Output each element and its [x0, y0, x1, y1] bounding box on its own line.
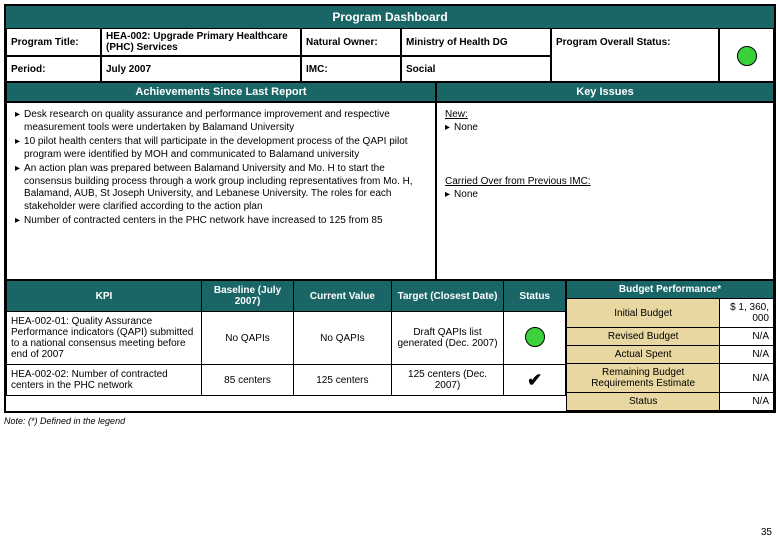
issues-content: New: ▸None Carried Over from Previous IM… [436, 102, 774, 280]
kpi-col-header: Status [504, 281, 566, 312]
achievement-item: ▸An action plan was prepared between Bal… [15, 163, 427, 213]
kpi-baseline: No QAPIs [201, 312, 293, 365]
budget-value: N/A [720, 364, 774, 393]
kpi-table: KPIBaseline (July 2007)Current ValueTarg… [6, 280, 566, 396]
period-value: July 2007 [101, 56, 301, 82]
kpi-col-header: Current Value [294, 281, 391, 312]
arrow-icon: ▸ [15, 163, 20, 213]
kpi-col-header: KPI [7, 281, 202, 312]
kpi-baseline: 85 centers [201, 365, 293, 396]
kpi-section: KPIBaseline (July 2007)Current ValueTarg… [6, 280, 566, 411]
budget-label: Initial Budget [567, 299, 720, 328]
kpi-current: No QAPIs [294, 312, 391, 365]
budget-label: Remaining Budget Requirements Estimate [567, 364, 720, 393]
overall-status-text: Program Overall Status: [556, 37, 670, 48]
budget-table: Budget Performance* Initial Budget$ 1, 3… [566, 280, 774, 411]
kpi-name: HEA-002-02: Number of contracted centers… [7, 365, 202, 396]
program-title-value: HEA-002: Upgrade Primary Healthcare (PHC… [101, 28, 301, 56]
budget-label: Actual Spent [567, 346, 720, 364]
achievements-content: ▸Desk research on quality assurance and … [6, 102, 436, 280]
budget-row: Remaining Budget Requirements EstimateN/… [567, 364, 774, 393]
dashboard-title: Program Dashboard [6, 6, 774, 28]
budget-label: Revised Budget [567, 328, 720, 346]
kpi-status [504, 312, 566, 365]
achievement-item: ▸Desk research on quality assurance and … [15, 109, 427, 134]
kpi-status: ✔ [504, 365, 566, 396]
budget-section: Budget Performance* Initial Budget$ 1, 3… [566, 280, 774, 411]
arrow-icon: ▸ [15, 109, 20, 134]
middle-section: Achievements Since Last Report ▸Desk res… [6, 82, 774, 280]
achievement-item: ▸Number of contracted centers in the PHC… [15, 215, 427, 228]
period-label: Period: [6, 56, 101, 82]
kpi-col-header: Target (Closest Date) [391, 281, 504, 312]
kpi-row: HEA-002-01: Quality Assurance Performanc… [7, 312, 566, 365]
budget-row: Revised BudgetN/A [567, 328, 774, 346]
info-row-2: Period: July 2007 IMC: Social [6, 56, 774, 82]
imc-label: IMC: [301, 56, 401, 82]
budget-row: Actual SpentN/A [567, 346, 774, 364]
check-icon: ✔ [527, 370, 542, 390]
issues-col: Key Issues New: ▸None Carried Over from … [436, 82, 774, 280]
natural-owner-label: Natural Owner: [301, 28, 401, 56]
kpi-col-header: Baseline (July 2007) [201, 281, 293, 312]
issues-new-item: ▸None [445, 122, 765, 135]
status-dot-icon [737, 46, 757, 66]
overall-status-label: Program Overall Status: [551, 28, 719, 56]
budget-row: Initial Budget$ 1, 360, 000 [567, 299, 774, 328]
budget-value: N/A [720, 346, 774, 364]
budget-value: $ 1, 360, 000 [720, 299, 774, 328]
achievements-col: Achievements Since Last Report ▸Desk res… [6, 82, 436, 280]
kpi-name: HEA-002-01: Quality Assurance Performanc… [7, 312, 202, 365]
page-number: 35 [761, 527, 772, 538]
imc-value: Social [401, 56, 551, 82]
kpi-target: 125 centers (Dec. 2007) [391, 365, 504, 396]
budget-value: N/A [720, 328, 774, 346]
info-row-1: Program Title: HEA-002: Upgrade Primary … [6, 28, 774, 56]
bottom-section: KPIBaseline (July 2007)Current ValueTarg… [6, 280, 774, 411]
issues-carried-item: ▸None [445, 189, 765, 202]
budget-label: Status [567, 393, 720, 411]
achievements-header: Achievements Since Last Report [6, 82, 436, 102]
arrow-icon: ▸ [445, 189, 450, 202]
kpi-header-row: KPIBaseline (July 2007)Current ValueTarg… [7, 281, 566, 312]
kpi-row: HEA-002-02: Number of contracted centers… [7, 365, 566, 396]
status-dot-icon [525, 327, 545, 347]
overall-status-dot-cell [719, 56, 774, 82]
budget-header: Budget Performance* [567, 281, 774, 299]
issues-header: Key Issues [436, 82, 774, 102]
footnote: Note: (*) Defined in the legend [4, 416, 776, 426]
budget-value: N/A [720, 393, 774, 411]
program-title-label: Program Title: [6, 28, 101, 56]
kpi-target: Draft QAPIs list generated (Dec. 2007) [391, 312, 504, 365]
issues-new-label: New: [445, 109, 468, 120]
budget-row: StatusN/A [567, 393, 774, 411]
kpi-current: 125 centers [294, 365, 391, 396]
natural-owner-value: Ministry of Health DG [401, 28, 551, 56]
dashboard-container: Program Dashboard Program Title: HEA-002… [4, 4, 776, 413]
arrow-icon: ▸ [15, 136, 20, 161]
achievement-item: ▸10 pilot health centers that will parti… [15, 136, 427, 161]
issues-carried-label: Carried Over from Previous IMC: [445, 176, 591, 187]
arrow-icon: ▸ [445, 122, 450, 135]
overall-status-spacer [551, 56, 719, 82]
arrow-icon: ▸ [15, 215, 20, 228]
